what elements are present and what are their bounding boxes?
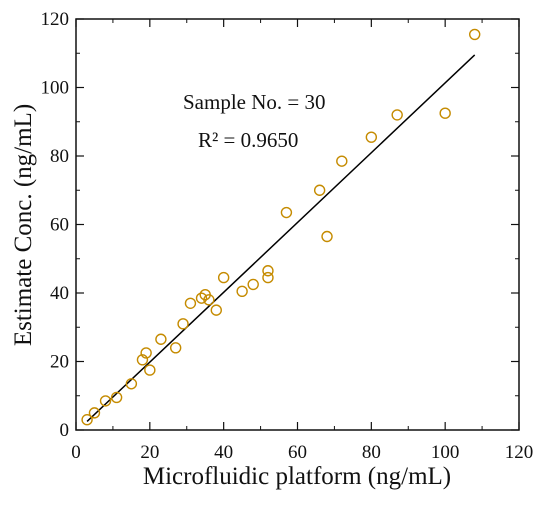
scatter-point: [177, 318, 189, 330]
scatter-point: [110, 391, 123, 404]
scatter-point: [169, 342, 182, 354]
scatter-point: [262, 265, 274, 277]
x-tick-label: 40: [214, 442, 233, 463]
scatter-point: [365, 131, 378, 143]
scatter-point: [217, 271, 230, 284]
y-tick-label: 20: [50, 352, 69, 373]
scatter-point: [195, 292, 208, 304]
scatter-point: [321, 230, 333, 243]
x-tick-label: 0: [71, 442, 81, 463]
x-axis-label: Microfluidic platform (ng/mL): [143, 463, 451, 490]
scatter-point: [336, 155, 348, 167]
x-tick-label: 100: [431, 442, 460, 463]
x-tick-label: 80: [362, 442, 381, 463]
fit-line-layer: [86, 54, 476, 422]
y-tick-label: 40: [50, 283, 69, 304]
y-tick-label: 60: [50, 215, 69, 236]
x-tick-label: 120: [505, 442, 534, 463]
scatter-point: [391, 109, 403, 121]
scatter-point: [125, 378, 138, 390]
scatter-point: [247, 278, 259, 291]
scatter-point: [313, 184, 326, 196]
y-tick-label: 0: [60, 420, 70, 441]
scatter-point: [88, 407, 101, 419]
sample-count-annotation: Sample No. = 30: [183, 90, 326, 114]
scatter-points-layer: [81, 28, 481, 426]
scatter-point: [262, 271, 274, 284]
x-tick-label: 20: [140, 442, 159, 463]
scatter-point: [155, 333, 167, 345]
x-tick-label: 60: [288, 442, 307, 463]
plot-frame: [75, 18, 520, 431]
scatter-point: [439, 107, 451, 119]
scatter-point: [280, 206, 293, 219]
tick-label-layer: 0 20 40 60 80 100 120 0 20 40 60 80 100 120: [41, 9, 534, 463]
scatter-point: [469, 28, 481, 41]
r-squared-annotation: R² = 0.9650: [198, 128, 298, 152]
scatter-point: [140, 347, 152, 359]
scatter-point: [203, 294, 215, 306]
scatter-point: [81, 414, 93, 426]
y-tick-label: 120: [41, 9, 70, 30]
regression-fit-line: [86, 54, 476, 422]
scatter-point: [99, 395, 112, 407]
scatter-point: [144, 364, 156, 376]
scatter-point: [236, 285, 248, 297]
y-tick-label: 80: [50, 146, 69, 167]
scatter-point: [184, 297, 197, 309]
scatter-point: [210, 304, 222, 316]
y-tick-label: 100: [41, 78, 70, 99]
scatter-point: [136, 354, 149, 366]
y-axis-label: Estimate Conc. (ng/mL): [10, 104, 37, 346]
